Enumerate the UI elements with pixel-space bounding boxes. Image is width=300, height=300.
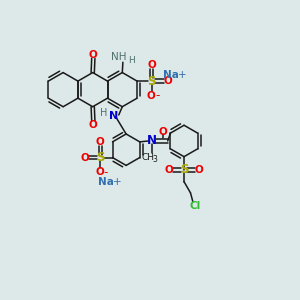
Text: S: S	[180, 164, 188, 176]
Text: H: H	[100, 109, 108, 118]
Text: O: O	[164, 76, 172, 86]
Text: O: O	[80, 153, 89, 163]
Text: Na: Na	[163, 70, 179, 80]
Text: S: S	[148, 75, 156, 88]
Text: N: N	[147, 134, 157, 148]
Text: +: +	[178, 70, 186, 80]
Text: O: O	[89, 50, 98, 60]
Text: O: O	[96, 167, 104, 177]
Text: +: +	[113, 177, 122, 187]
Text: O: O	[195, 165, 204, 175]
Text: O: O	[147, 60, 156, 70]
Text: 3: 3	[153, 155, 158, 164]
Text: O: O	[96, 137, 104, 147]
Text: NH: NH	[111, 52, 126, 62]
Text: CH: CH	[142, 153, 154, 162]
Text: Na: Na	[98, 177, 114, 187]
Text: -: -	[103, 166, 108, 179]
Text: S: S	[96, 151, 104, 164]
Text: O: O	[164, 165, 173, 175]
Text: -: -	[155, 89, 160, 102]
Text: O: O	[159, 127, 168, 136]
Text: Cl: Cl	[190, 201, 201, 211]
Text: H: H	[128, 56, 134, 65]
Text: O: O	[147, 91, 156, 101]
Text: N: N	[109, 111, 118, 122]
Text: O: O	[89, 120, 98, 130]
